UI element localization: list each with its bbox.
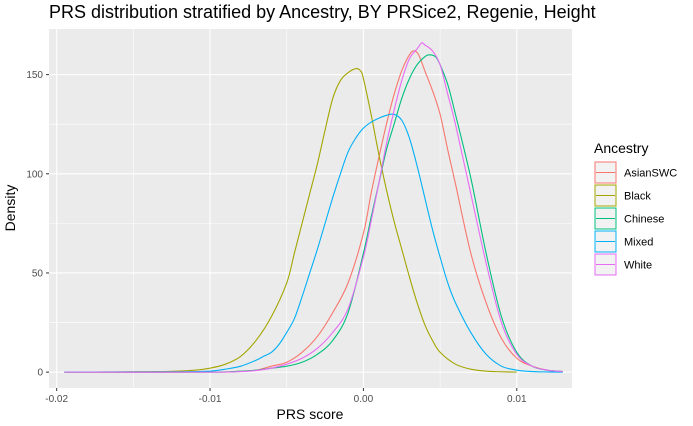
x-tick-label: 0.01: [507, 394, 527, 405]
x-tick-label: -0.02: [45, 394, 68, 405]
density-curve-black: [64, 68, 517, 373]
legend-item-asianswc: AsianSWC: [594, 161, 677, 184]
density-curves: [64, 42, 563, 373]
x-axis-title: PRS score: [277, 406, 344, 422]
minor-gridlines: [49, 29, 572, 388]
legend-item-black: Black: [594, 184, 651, 207]
density-curve-chinese: [64, 54, 563, 373]
y-tick-label: 0: [37, 368, 43, 379]
legend-label: AsianSWC: [624, 168, 677, 180]
plot-panel: [49, 29, 572, 388]
y-tick-label: 100: [26, 169, 43, 180]
legend-item-mixed: Mixed: [594, 230, 653, 253]
y-tick-label: 50: [32, 268, 44, 279]
x-tick-label: 0.00: [354, 394, 374, 405]
x-tick-label: -0.01: [199, 394, 222, 405]
legend-label: Black: [624, 191, 651, 203]
density-curve-asianswc: [64, 50, 563, 373]
legend-label: White: [624, 260, 652, 272]
y-tick-label: 150: [26, 70, 43, 81]
chart-title: PRS distribution stratified by Ancestry,…: [49, 2, 596, 22]
legend-item-white: White: [594, 253, 652, 276]
x-axis: -0.02 -0.01 0.00 0.01: [45, 388, 527, 405]
legend-label: Chinese: [624, 214, 664, 226]
y-axis-title: Density: [2, 185, 18, 232]
density-curve-mixed: [64, 113, 563, 373]
density-curve-white: [64, 42, 563, 373]
legend-label: Mixed: [624, 237, 653, 249]
legend-title: Ancestry: [594, 140, 648, 156]
y-axis: 0 50 100 150: [26, 70, 49, 379]
legend: Ancestry AsianSWC Black Chinese Mixed White: [594, 140, 677, 276]
legend-item-chinese: Chinese: [594, 207, 664, 230]
legend-items: AsianSWC Black Chinese Mixed White: [594, 161, 677, 276]
